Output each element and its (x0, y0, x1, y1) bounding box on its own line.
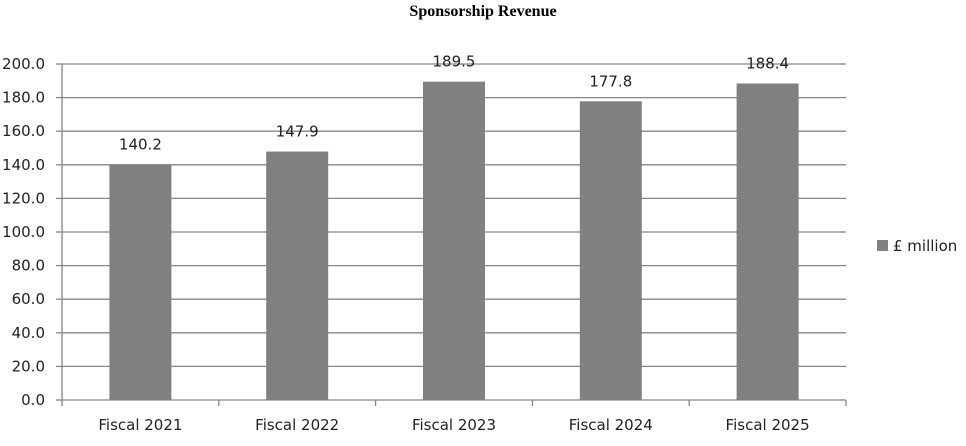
data-label: 189.5 (433, 53, 476, 71)
data-label: 147.9 (276, 123, 319, 141)
axes (56, 63, 847, 406)
x-tick-label: Fiscal 2022 (255, 416, 339, 434)
y-tick-label: 20.0 (12, 357, 45, 375)
y-tick-label: 140.0 (2, 156, 45, 174)
x-tick-label: Fiscal 2024 (569, 416, 653, 434)
bars (109, 81, 799, 401)
bar (109, 164, 172, 400)
y-tick-label: 40.0 (12, 324, 45, 342)
bar (266, 151, 329, 400)
y-tick-label: 100.0 (2, 223, 45, 241)
legend-swatch (877, 240, 888, 251)
x-tick-label: Fiscal 2023 (412, 416, 496, 434)
y-tick-label: 180.0 (2, 89, 45, 107)
bar (736, 83, 799, 400)
legend-label: £ million (893, 237, 957, 255)
chart-title: Sponsorship Revenue (409, 3, 556, 20)
data-label: 188.4 (746, 54, 789, 72)
y-tick-label: 0.0 (21, 391, 45, 409)
legend: £ million (877, 237, 957, 255)
y-tick-label: 200.0 (2, 55, 45, 73)
data-label: 140.2 (119, 135, 162, 153)
bar (423, 81, 485, 400)
data-label: 177.8 (589, 72, 632, 90)
y-tick-label: 60.0 (12, 290, 45, 308)
x-tick-label: Fiscal 2021 (98, 416, 182, 434)
labels: 0.0 20.0 40.0 60.0 80.0 100.0 120.0 140.0 160.0 1… (2, 53, 810, 434)
x-tick-label: Fiscal 2025 (726, 416, 810, 434)
bar (579, 101, 642, 401)
y-tick-label: 80.0 (12, 257, 45, 275)
y-tick-label: 160.0 (2, 122, 45, 140)
y-tick-label: 120.0 (2, 189, 45, 207)
